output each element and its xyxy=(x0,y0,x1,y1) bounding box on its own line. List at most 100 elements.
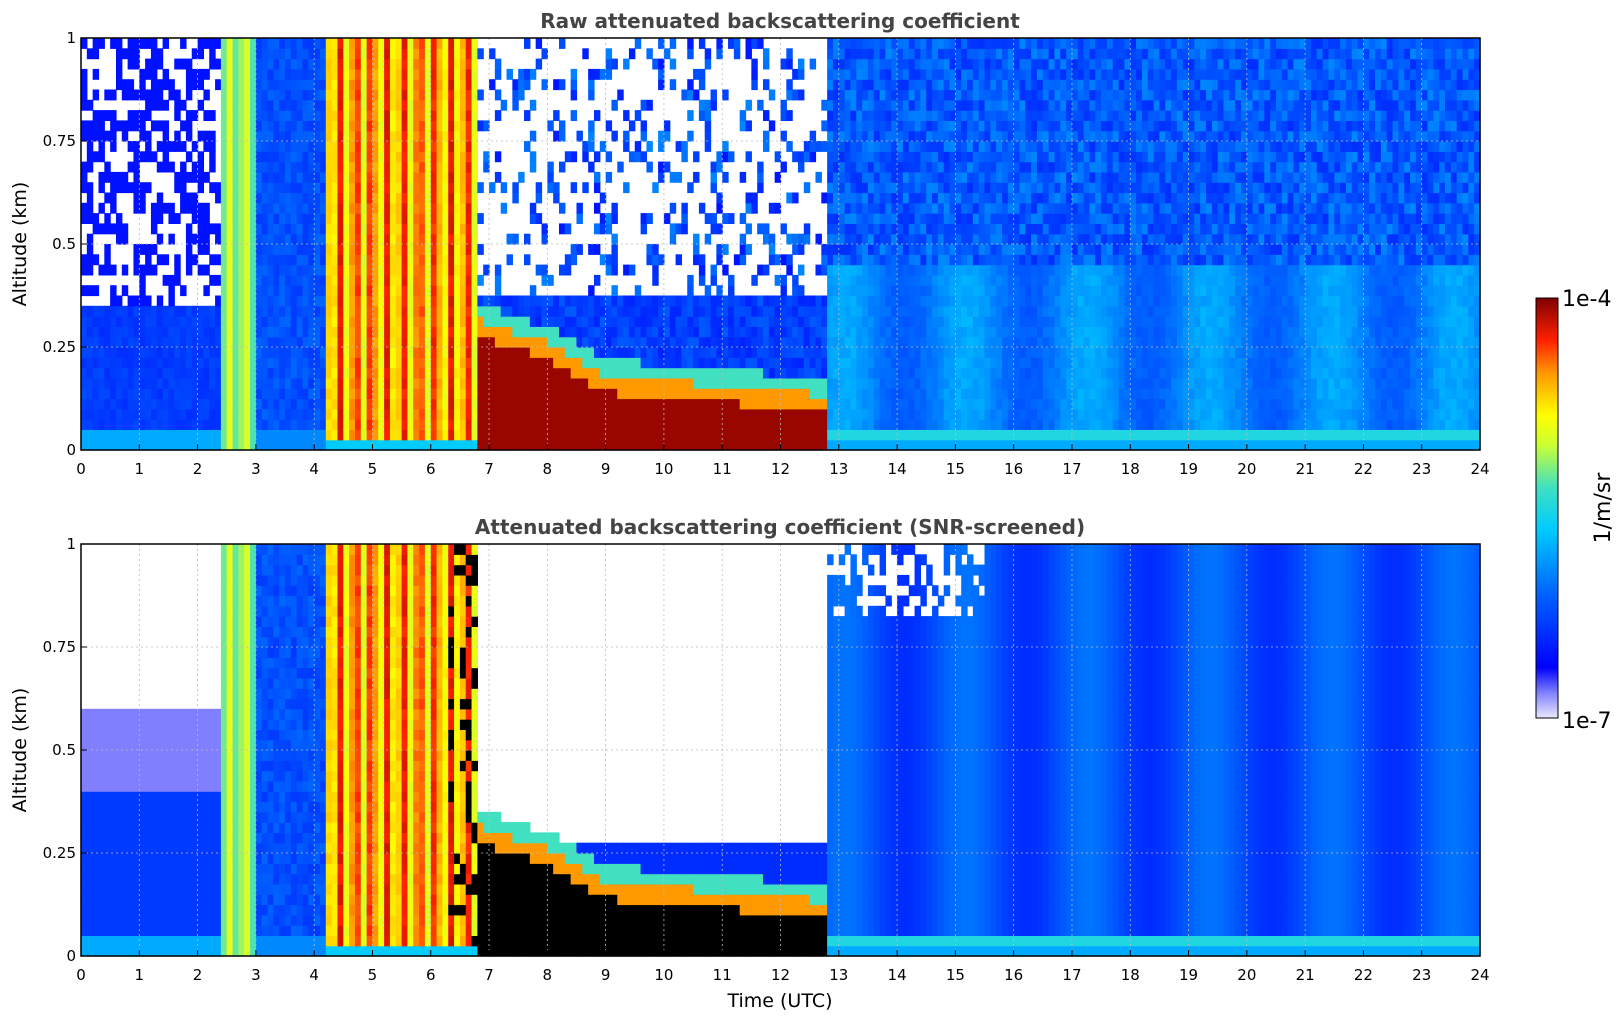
heatmap-cell xyxy=(98,130,105,142)
heatmap-cell xyxy=(593,398,601,410)
heatmap-cell xyxy=(576,213,583,224)
heatmap-cell xyxy=(384,120,391,132)
heatmap-cell xyxy=(343,213,350,224)
heatmap-cell xyxy=(459,377,467,389)
heatmap-cell xyxy=(786,419,793,430)
heatmap-cell xyxy=(354,130,362,142)
heatmap-cell xyxy=(343,79,350,91)
heatmap-cell xyxy=(115,120,123,132)
heatmap-cell xyxy=(302,244,309,255)
heatmap-cell xyxy=(792,429,799,441)
heatmap-cell xyxy=(949,99,956,111)
heatmap-cell xyxy=(395,408,403,420)
heatmap-cell xyxy=(442,439,449,451)
heatmap-cell xyxy=(920,367,927,379)
heatmap-cell xyxy=(768,357,776,369)
heatmap-cell xyxy=(943,285,951,297)
heatmap-cell xyxy=(832,68,840,80)
heatmap-cell xyxy=(156,398,164,410)
heatmap-cell xyxy=(588,336,595,348)
heatmap-cell xyxy=(716,244,723,255)
heatmap-cell xyxy=(972,367,980,379)
heatmap-cell xyxy=(576,408,583,420)
heatmap-cell xyxy=(150,336,158,348)
heatmap-cell xyxy=(220,439,228,451)
heatmap-cell xyxy=(98,264,105,276)
heatmap-cell xyxy=(267,367,274,379)
heatmap-cell xyxy=(477,89,484,101)
heatmap-cell xyxy=(687,347,694,358)
heatmap-cell xyxy=(745,388,752,400)
heatmap-cell xyxy=(669,316,677,327)
heatmap-cell xyxy=(430,274,438,286)
heatmap-cell xyxy=(693,326,700,338)
heatmap-cell xyxy=(518,347,525,358)
heatmap-cell xyxy=(990,151,997,163)
heatmap-cell xyxy=(733,398,741,410)
heatmap-cell xyxy=(967,233,974,245)
heatmap-cell xyxy=(430,305,438,317)
heatmap-cell xyxy=(687,388,694,400)
heatmap-cell xyxy=(454,130,461,142)
heatmap-cell xyxy=(797,367,805,379)
heatmap-cell xyxy=(850,285,857,297)
heatmap-cell xyxy=(978,357,986,369)
heatmap-cell xyxy=(582,141,589,152)
heatmap-cell xyxy=(337,285,344,297)
heatmap-cell xyxy=(244,285,251,297)
heatmap-cell xyxy=(267,58,274,70)
heatmap-cell xyxy=(121,89,129,101)
heatmap-cell xyxy=(862,274,869,286)
heatmap-cell xyxy=(436,233,444,245)
heatmap-cell xyxy=(506,388,513,400)
heatmap-cell xyxy=(302,285,309,297)
heatmap-cell xyxy=(535,347,543,358)
heatmap-cell xyxy=(413,48,420,60)
heatmap-cell xyxy=(255,171,263,183)
heatmap-cell xyxy=(442,274,449,286)
heatmap-cell xyxy=(652,357,659,369)
heatmap-cell xyxy=(174,130,181,142)
heatmap-cell xyxy=(494,336,502,348)
heatmap-cell xyxy=(145,336,152,348)
heatmap-cell xyxy=(203,233,210,245)
heatmap-cell xyxy=(640,439,648,451)
heatmap-cell xyxy=(389,130,397,142)
heatmap-cell xyxy=(990,182,997,194)
heatmap-cell xyxy=(832,264,840,276)
heatmap-cell xyxy=(232,130,239,142)
heatmap-cell xyxy=(599,316,607,327)
heatmap-cell xyxy=(343,408,350,420)
heatmap-cell xyxy=(384,213,391,224)
heatmap-cell xyxy=(407,58,414,70)
heatmap-cell xyxy=(879,408,887,420)
heatmap-cell xyxy=(139,326,146,338)
heatmap-cell xyxy=(838,223,846,235)
heatmap-cell xyxy=(238,141,245,152)
heatmap-cell xyxy=(337,38,344,49)
heatmap-cell xyxy=(250,285,257,297)
heatmap-cell xyxy=(156,429,164,441)
heatmap-cell xyxy=(366,285,374,297)
heatmap-cell xyxy=(943,336,951,348)
heatmap-cell xyxy=(448,264,455,276)
heatmap-cell xyxy=(722,357,729,369)
heatmap-cell xyxy=(226,377,234,389)
heatmap-cell xyxy=(862,141,869,152)
heatmap-cell xyxy=(244,295,251,307)
heatmap-cell xyxy=(827,274,834,286)
heatmap-cell xyxy=(250,439,257,451)
heatmap-cell xyxy=(314,244,321,255)
heatmap-cell xyxy=(244,233,251,245)
heatmap-cell xyxy=(314,336,321,348)
heatmap-cell xyxy=(459,254,467,266)
heatmap-cell xyxy=(401,223,409,235)
heatmap-cell xyxy=(209,408,216,420)
heatmap-cell xyxy=(541,326,548,338)
heatmap-cell xyxy=(751,439,758,451)
heatmap-cell xyxy=(663,439,671,451)
heatmap-cell xyxy=(582,388,589,400)
heatmap-cell xyxy=(325,99,333,111)
heatmap-cell xyxy=(768,429,776,441)
heatmap-cell xyxy=(279,347,286,358)
